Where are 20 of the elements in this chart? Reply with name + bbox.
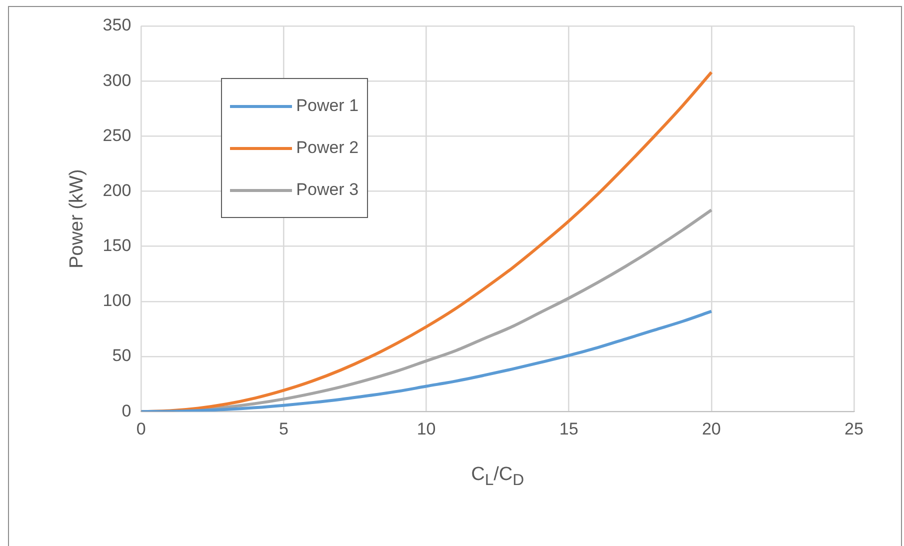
line-series: [141, 310, 713, 412]
y-tick-label: 350: [102, 16, 132, 35]
y-tick-label: 150: [102, 236, 132, 256]
legend-label: Power 1: [296, 96, 359, 116]
y-tick-label: 300: [102, 70, 132, 90]
x-tick-label: 25: [844, 419, 864, 438]
y-tick-label: 0: [122, 401, 132, 420]
y-tick-label: 50: [112, 346, 132, 366]
y-axis-title: Power (kW): [66, 169, 88, 268]
legend-label: Power 3: [296, 180, 359, 200]
x-tick-label: 0: [136, 419, 146, 438]
y-tick-label: 250: [102, 126, 132, 145]
x-tick-label: 15: [559, 419, 578, 438]
legend-label: Power 2: [296, 138, 359, 158]
y-tick-label: 200: [102, 180, 132, 200]
x-axis-title: C$_{L}$/C$_{D}$: [471, 464, 524, 490]
x-tick-label: 5: [278, 419, 288, 438]
x-tick-label: 20: [702, 419, 721, 438]
y-tick-label: 100: [102, 291, 132, 310]
x-tick-label: 10: [416, 419, 436, 438]
